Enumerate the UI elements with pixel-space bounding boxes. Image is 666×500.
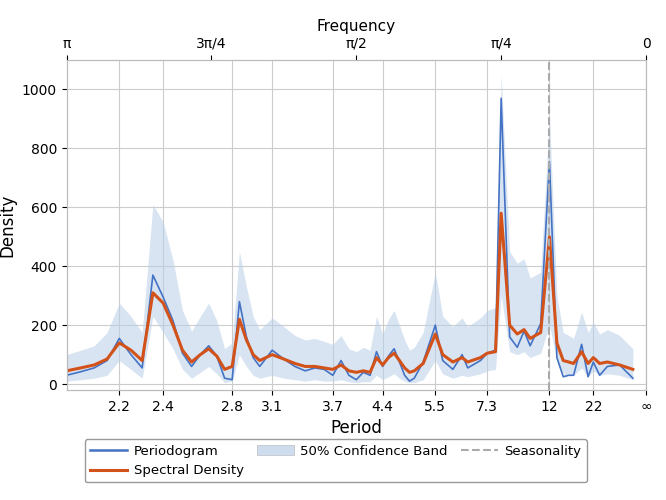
Legend: Periodogram, Spectral Density, 50% Confidence Band, Seasonality: Periodogram, Spectral Density, 50% Confi… <box>85 440 587 482</box>
Y-axis label: Density: Density <box>0 194 16 256</box>
X-axis label: Frequency: Frequency <box>317 20 396 34</box>
X-axis label: Period: Period <box>330 420 382 438</box>
